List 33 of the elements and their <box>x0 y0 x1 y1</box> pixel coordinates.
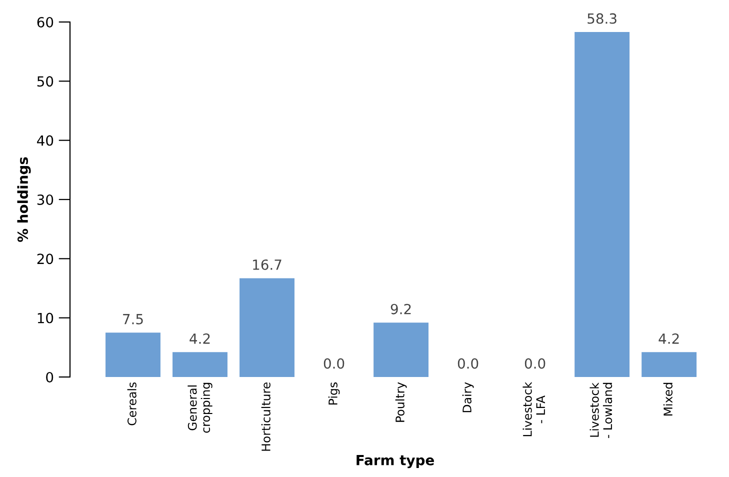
bar <box>106 332 160 377</box>
x-tick-label: Livestock - LFA <box>522 382 545 436</box>
y-tick-label: 50 <box>37 76 54 87</box>
y-tick-label: 60 <box>37 16 54 28</box>
x-tick-label: Mixed <box>663 382 672 416</box>
data-label: 58.3 <box>588 13 616 24</box>
bar <box>240 278 294 377</box>
data-label: 16.7 <box>253 259 282 270</box>
y-tick-label: 40 <box>37 135 54 146</box>
bar <box>172 352 228 377</box>
y-axis-title: % holdings <box>17 157 31 242</box>
x-tick-label: Livestock - Lowland <box>590 382 612 438</box>
data-label: 9.2 <box>390 304 411 314</box>
x-tick-label: Pigs <box>328 382 340 404</box>
x-axis-title: Farm type <box>356 455 434 468</box>
x-tick-label: Cereals <box>127 382 136 426</box>
data-label: 4.2 <box>190 333 210 344</box>
data-label: 0.0 <box>458 358 478 369</box>
x-tick-label: Poultry <box>395 382 407 422</box>
y-tick-label: 20 <box>37 254 54 264</box>
bar <box>374 322 429 377</box>
y-tick-label: 0 <box>46 372 54 382</box>
data-label: 7.5 <box>123 314 143 324</box>
data-label: 0.0 <box>524 358 546 369</box>
data-label: 0.0 <box>324 358 344 369</box>
x-tick-label: General cropping <box>188 382 212 433</box>
data-label: 4.2 <box>658 333 679 344</box>
x-tick-label: Dairy <box>462 382 474 412</box>
x-tick-label: Horticulture <box>261 382 270 451</box>
y-tick-label: 30 <box>37 194 54 205</box>
y-tick-label: 10 <box>38 312 54 324</box>
bar <box>574 32 630 377</box>
bar <box>642 352 697 377</box>
